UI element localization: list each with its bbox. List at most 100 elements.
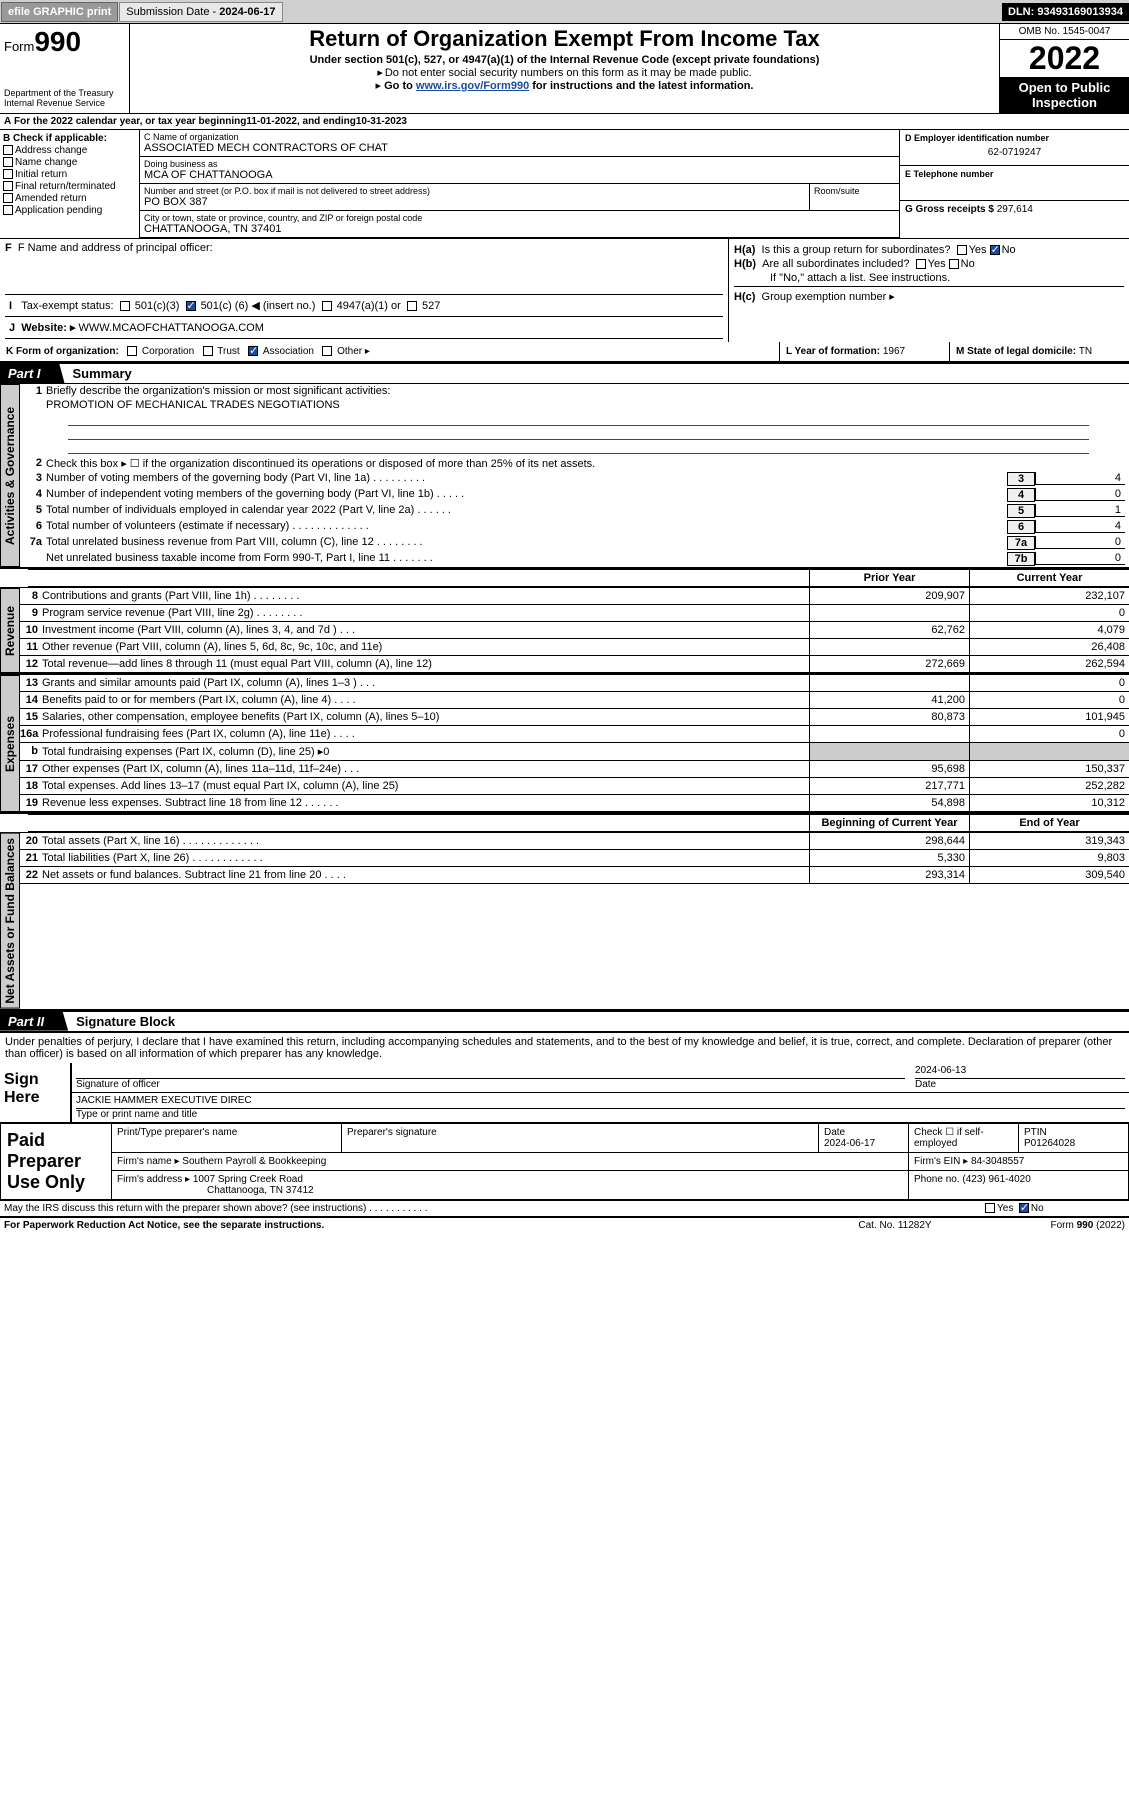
p-ptin-lbl: PTIN bbox=[1024, 1127, 1047, 1138]
discuss-text: May the IRS discuss this return with the… bbox=[4, 1203, 985, 1214]
subtitle-3: Go to www.irs.gov/Form990 for instructio… bbox=[136, 79, 993, 92]
table-py: 217,771 bbox=[809, 778, 969, 794]
l1-val: PROMOTION OF MECHANICAL TRADES NEGOTIATI… bbox=[46, 399, 1125, 411]
ha-no[interactable] bbox=[990, 245, 1000, 255]
p-self: Check ☐ if self-employed bbox=[908, 1124, 1018, 1152]
g-receipts: 297,614 bbox=[997, 204, 1033, 215]
table-desc: Revenue less expenses. Subtract line 18 … bbox=[42, 795, 809, 811]
chk-amended[interactable] bbox=[3, 193, 13, 203]
table-cy: 0 bbox=[969, 675, 1129, 691]
gov-line: Total number of volunteers (estimate if … bbox=[46, 520, 1007, 532]
d-ein: 62-0719247 bbox=[905, 143, 1124, 162]
c-city: CHATTANOOGA, TN 37401 bbox=[144, 223, 895, 235]
c-city-lbl: City or town, state or province, country… bbox=[144, 213, 895, 223]
table-desc: Benefits paid to or for members (Part IX… bbox=[42, 692, 809, 708]
sig-officer-lbl: Signature of officer bbox=[76, 1079, 160, 1090]
cat-no: Cat. No. 11282Y bbox=[805, 1220, 985, 1231]
sig-name-lbl: Type or print name and title bbox=[76, 1109, 197, 1120]
gov-box: 6 bbox=[1007, 520, 1035, 534]
table-py: 95,698 bbox=[809, 761, 969, 777]
irs-link[interactable]: www.irs.gov/Form990 bbox=[416, 80, 529, 92]
table-desc: Total fundraising expenses (Part IX, col… bbox=[42, 743, 809, 760]
subtitle-1: Under section 501(c), 527, or 4947(a)(1)… bbox=[136, 54, 993, 66]
hb-note: If "No," attach a list. See instructions… bbox=[734, 272, 1124, 284]
firm-addr1: 1007 Spring Creek Road bbox=[193, 1174, 303, 1185]
discuss-yes[interactable] bbox=[985, 1203, 995, 1213]
table-desc: Net assets or fund balances. Subtract li… bbox=[42, 867, 809, 883]
chk-501c3[interactable] bbox=[120, 301, 130, 311]
table-desc: Total revenue—add lines 8 through 11 (mu… bbox=[42, 656, 809, 672]
hdr-current-year: Current Year bbox=[969, 570, 1129, 586]
chk-address-change[interactable] bbox=[3, 145, 13, 155]
table-py bbox=[809, 605, 969, 621]
table-cy: 309,540 bbox=[969, 867, 1129, 883]
sig-date: 2024-06-13 bbox=[915, 1065, 1125, 1079]
c-room-lbl: Room/suite bbox=[814, 186, 895, 196]
table-desc: Other expenses (Part IX, column (A), lin… bbox=[42, 761, 809, 777]
vtab-revenue: Revenue bbox=[0, 588, 20, 673]
e-phone-lbl: E Telephone number bbox=[905, 169, 1124, 179]
chk-trust[interactable] bbox=[203, 346, 213, 356]
chk-corp[interactable] bbox=[127, 346, 137, 356]
table-cy: 9,803 bbox=[969, 850, 1129, 866]
vtab-net: Net Assets or Fund Balances bbox=[0, 833, 20, 1009]
part1-label: Part I bbox=[0, 364, 65, 383]
table-py bbox=[809, 726, 969, 742]
chk-501c[interactable] bbox=[186, 301, 196, 311]
chk-4947[interactable] bbox=[322, 301, 332, 311]
g-receipts-lbl: G Gross receipts $ bbox=[905, 204, 997, 215]
hb-yes[interactable] bbox=[916, 259, 926, 269]
firm-ein: 84-3048557 bbox=[971, 1156, 1024, 1167]
chk-initial-return[interactable] bbox=[3, 169, 13, 179]
efile-print-button[interactable]: efile GRAPHIC print bbox=[1, 2, 118, 22]
gov-box: 5 bbox=[1007, 504, 1035, 518]
table-cy: 0 bbox=[969, 605, 1129, 621]
p-date: 2024-06-17 bbox=[824, 1138, 875, 1149]
form-footer: Form 990 (2022) bbox=[985, 1220, 1125, 1231]
table-cy: 262,594 bbox=[969, 656, 1129, 672]
box-b: B Check if applicable: Address change Na… bbox=[0, 130, 140, 238]
c-dba-lbl: Doing business as bbox=[144, 159, 895, 169]
chk-final-return[interactable] bbox=[3, 181, 13, 191]
table-desc: Professional fundraising fees (Part IX, … bbox=[42, 726, 809, 742]
status-lbl: Tax-exempt status: bbox=[21, 300, 113, 312]
c-street: PO BOX 387 bbox=[144, 196, 805, 208]
gov-val: 1 bbox=[1035, 504, 1125, 517]
tax-year: 2022 bbox=[1000, 40, 1129, 77]
chk-name-change[interactable] bbox=[3, 157, 13, 167]
table-desc: Total expenses. Add lines 13–17 (must eq… bbox=[42, 778, 809, 794]
hb-text: Are all subordinates included? bbox=[762, 258, 909, 270]
chk-527[interactable] bbox=[407, 301, 417, 311]
gov-box: 7b bbox=[1007, 552, 1035, 566]
chk-assoc[interactable] bbox=[248, 346, 258, 356]
table-desc: Program service revenue (Part VIII, line… bbox=[42, 605, 809, 621]
table-cy: 0 bbox=[969, 726, 1129, 742]
gov-val: 0 bbox=[1035, 552, 1125, 565]
table-cy: 101,945 bbox=[969, 709, 1129, 725]
table-desc: Total assets (Part X, line 16) . . . . .… bbox=[42, 833, 809, 849]
open-public: Open to Public Inspection bbox=[1000, 77, 1129, 113]
table-desc: Contributions and grants (Part VIII, lin… bbox=[42, 588, 809, 604]
discuss-no[interactable] bbox=[1019, 1203, 1029, 1213]
ha-yes[interactable] bbox=[957, 245, 967, 255]
gov-line: Net unrelated business taxable income fr… bbox=[46, 552, 1007, 564]
dln: DLN: 93493169013934 bbox=[1002, 3, 1129, 21]
chk-other[interactable] bbox=[322, 346, 332, 356]
chk-app-pending[interactable] bbox=[3, 205, 13, 215]
gov-line: Number of independent voting members of … bbox=[46, 488, 1007, 500]
submission-date: Submission Date - 2024-06-17 bbox=[119, 2, 282, 22]
table-cy: 26,408 bbox=[969, 639, 1129, 655]
part2-title: Signature Block bbox=[68, 1014, 175, 1029]
table-cy: 10,312 bbox=[969, 795, 1129, 811]
gov-box: 7a bbox=[1007, 536, 1035, 550]
firm-name-lbl: Firm's name ▸ bbox=[117, 1156, 182, 1167]
c-name: ASSOCIATED MECH CONTRACTORS OF CHAT bbox=[144, 142, 895, 154]
hb-no[interactable] bbox=[949, 259, 959, 269]
table-py bbox=[809, 639, 969, 655]
dept-treasury: Department of the Treasury Internal Reve… bbox=[4, 88, 125, 108]
firm-ein-lbl: Firm's EIN ▸ bbox=[914, 1156, 971, 1167]
table-cy: 232,107 bbox=[969, 588, 1129, 604]
f-officer-lbl: F F Name and address of principal office… bbox=[5, 242, 723, 254]
table-desc: Salaries, other compensation, employee b… bbox=[42, 709, 809, 725]
hdr-eoy: End of Year bbox=[969, 815, 1129, 831]
